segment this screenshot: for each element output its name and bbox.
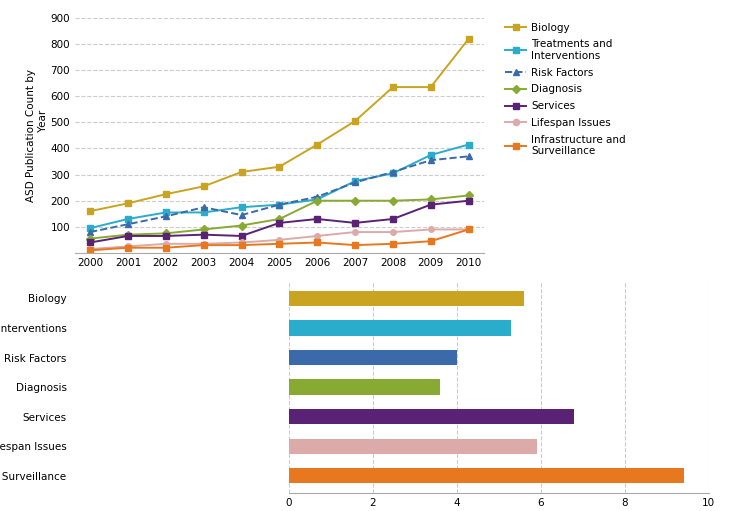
Bar bbox=[289, 350, 457, 365]
Bar bbox=[289, 291, 524, 306]
Bar bbox=[289, 320, 512, 336]
Legend: Biology, Treatments and
Interventions, Risk Factors, Diagnosis, Services, Lifesp: Biology, Treatments and Interventions, R… bbox=[501, 18, 630, 160]
Bar bbox=[289, 468, 683, 483]
Bar bbox=[289, 379, 440, 395]
Y-axis label: ASD Publication Count by
         Year: ASD Publication Count by Year bbox=[26, 69, 48, 202]
Bar bbox=[289, 438, 536, 454]
Bar bbox=[289, 409, 574, 424]
